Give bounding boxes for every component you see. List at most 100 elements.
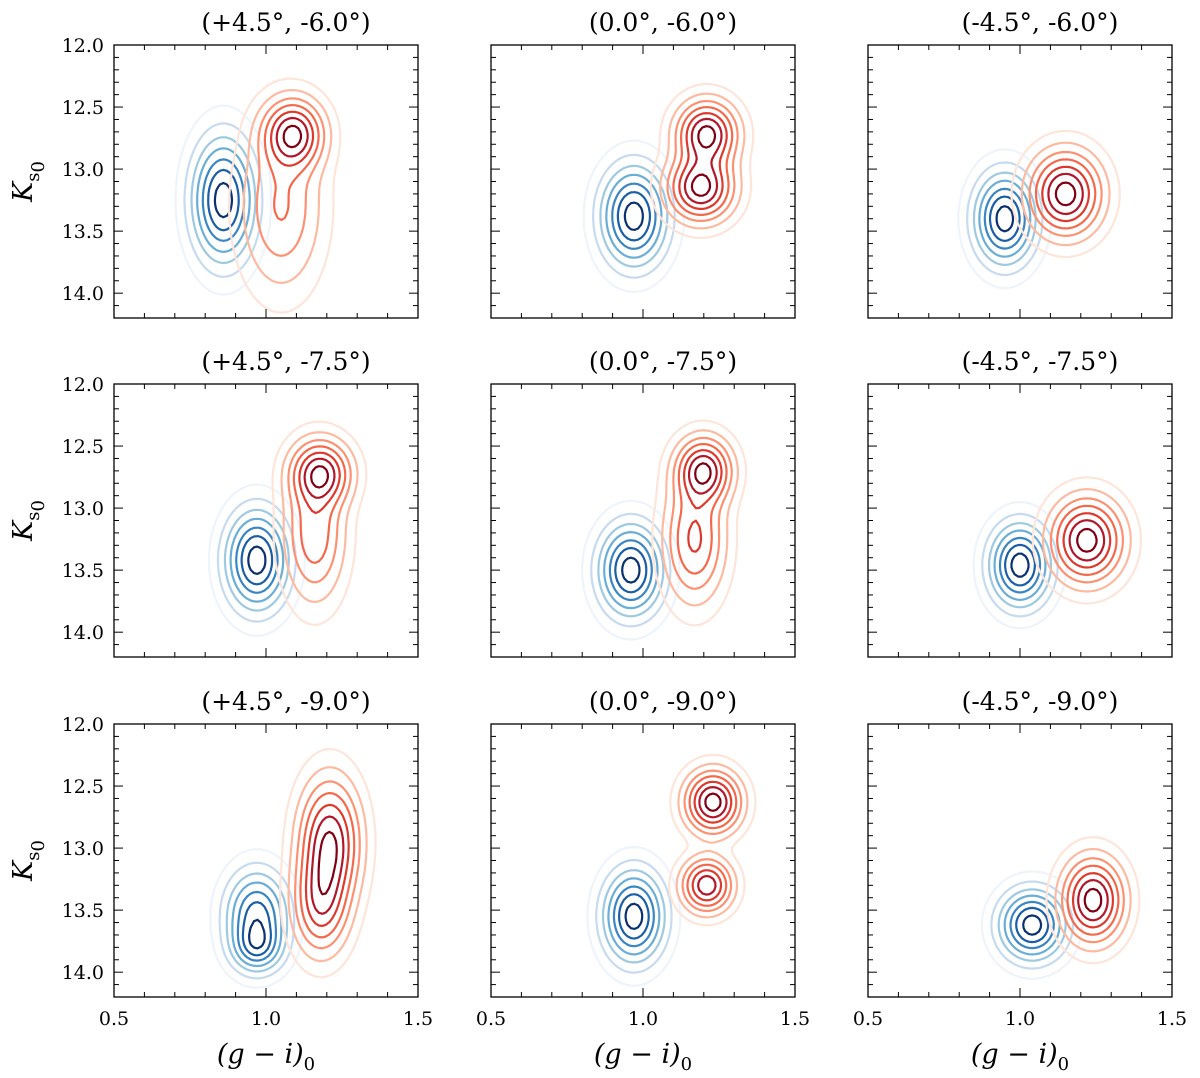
red-contour-level-4 [676, 442, 728, 575]
red-contour-level-1 [649, 82, 755, 239]
blue-contour-level-5 [983, 187, 1026, 250]
blue-contour-level-2 [595, 858, 673, 974]
red-contour-level-3 [255, 97, 326, 257]
blue-contour-level-1 [972, 501, 1068, 630]
y-tick-label: 13.0 [62, 159, 104, 181]
y-tick-label: 13.5 [62, 221, 104, 243]
axes-frame [490, 723, 796, 998]
red-contour-level-5 [1041, 165, 1090, 223]
blue-contour-level-6 [616, 191, 651, 242]
red-contour-level-5 [304, 803, 350, 927]
y-tick-label: 12.0 [62, 35, 104, 57]
axes-frame [867, 44, 1173, 319]
red-contour-level-3 [1061, 857, 1125, 944]
axes-frame [867, 723, 1173, 998]
red-contour-level-3 [1049, 497, 1124, 584]
blue-contour-level-1 [586, 845, 682, 987]
red-contour-level-7 [282, 124, 303, 149]
red-contour-level-1 [668, 753, 757, 927]
red-contour-level-7 [1054, 181, 1077, 207]
y-tick-label: 12.0 [62, 374, 104, 396]
red-contour-level-6 [697, 786, 728, 896]
blue-contour-level-3 [988, 522, 1052, 609]
red-contour-level-5 [683, 449, 723, 553]
contour-group [174, 77, 342, 314]
blue-contour-level-2 [990, 880, 1074, 970]
red-contour-level-6 [1077, 879, 1109, 922]
blue-contour-level-7 [247, 545, 267, 575]
blue-contour-level-5 [1009, 900, 1055, 950]
red-contour-level-4 [292, 445, 347, 564]
x-tick-label: 1.5 [780, 1008, 810, 1030]
blue-contour-level-7 [624, 902, 644, 930]
red-contour-level-6 [303, 457, 336, 499]
panel-title: (0.0°, -9.0°) [589, 687, 737, 716]
panel-title: (-4.5°, -9.0°) [962, 687, 1119, 716]
blue-contour-level-1 [582, 139, 686, 293]
y-tick-label: 12.5 [62, 97, 104, 119]
y-axis-label: Ks0 [8, 500, 49, 542]
red-contour-level-2 [661, 429, 739, 607]
blue-contour-level-3 [599, 164, 669, 268]
red-contour-level-3 [681, 769, 743, 913]
blue-contour-level-4 [196, 147, 251, 253]
blue-contour-level-3 [597, 522, 665, 618]
axes-frame [113, 723, 419, 998]
red-contour-level-4 [1066, 864, 1120, 936]
contour-group [980, 836, 1141, 980]
red-contour-level-1 [271, 420, 368, 626]
red-contour-level-2 [1020, 141, 1111, 247]
blue-contour-level-6 [207, 168, 240, 232]
red-contour-level-4 [1034, 158, 1097, 230]
panel-3: (-4.5°, -6.0°) [867, 8, 1173, 319]
y-tick-label: 13.0 [62, 498, 104, 520]
panel-title: (+4.5°, -9.0°) [201, 687, 370, 716]
panel-8: (0.0°, -9.0°) 0.5 1.0 1.5 (g − i)0 [476, 687, 810, 1075]
blue-contour-level-5 [608, 539, 653, 602]
blue-contour-level-6 [614, 546, 648, 594]
x-tick-label: 1.0 [1005, 1008, 1035, 1030]
y-tick-label: 12.0 [62, 714, 104, 736]
x-axis-label: (g − i)0 [971, 1039, 1069, 1075]
red-contour-level-5 [1071, 872, 1114, 929]
contour-group [209, 747, 377, 989]
x-tick-label: 1.5 [403, 1008, 433, 1030]
red-contour-level-6 [683, 117, 723, 205]
panel-title: (-4.5°, -7.5°) [962, 347, 1119, 376]
red-contour-level-2 [1054, 847, 1132, 953]
red-contour-level-6 [687, 454, 718, 495]
panel-6: (-4.5°, -7.5°) [867, 347, 1173, 658]
red-contour-level-5 [270, 110, 315, 167]
red-contour-level-6 [275, 116, 309, 158]
red-contour-level-3 [287, 439, 352, 584]
y-tick-label: 14.0 [62, 962, 104, 984]
blue-contour-level-4 [231, 881, 283, 968]
y-tick-label: 14.0 [62, 622, 104, 644]
x-tick-label: 0.5 [853, 1008, 883, 1030]
y-axis-label: Ks0 [8, 840, 49, 882]
panel-title: (+4.5°, -6.0°) [201, 8, 370, 37]
blue-contour-level-3 [225, 872, 289, 973]
red-contour-level-7 [310, 465, 329, 489]
red-contour-level-5 [691, 780, 733, 902]
x-axis-label: (g − i)0 [217, 1039, 315, 1075]
panel-title: (+4.5°, -7.5°) [201, 347, 370, 376]
y-tick-label: 13.0 [62, 838, 104, 860]
red-contour-level-4 [672, 106, 734, 216]
blue-contour-level-7 [623, 201, 644, 231]
y-tick-label: 12.5 [62, 436, 104, 458]
x-axis-label: (g − i)0 [594, 1039, 692, 1075]
panel-2: (0.0°, -6.0°) [490, 8, 796, 319]
red-contour-level-4 [1056, 504, 1118, 576]
blue-contour-level-2 [590, 512, 672, 628]
red-contour-level-4 [263, 104, 320, 221]
panel-5: (0.0°, -7.5°) [490, 347, 796, 658]
panel-title: (-4.5°, -6.0°) [962, 8, 1119, 37]
panel-4: (+4.5°, -7.5°) 12.0 12.5 13.0 13.5 14.0 Ks0 [8, 347, 419, 658]
blue-contour-level-6 [1004, 543, 1036, 587]
red-contour-level-2 [242, 89, 333, 284]
blue-contour-level-7 [213, 181, 234, 219]
red-contour-level-3 [294, 780, 361, 950]
panel-1: (+4.5°, -6.0°) 12.0 12.5 13.0 13.5 14.0 Ks0 [8, 8, 419, 319]
axes-frame [490, 383, 796, 658]
